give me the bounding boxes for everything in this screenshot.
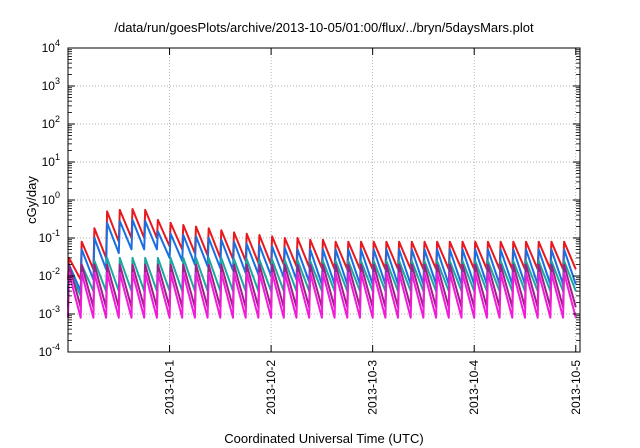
x-tick-label: 2013-10-5 — [569, 360, 583, 415]
y-tick-label: 100 — [42, 190, 60, 207]
y-tick-label: 10-1 — [39, 228, 60, 245]
y-axis-label: cGy/day — [24, 176, 39, 224]
y-tick-label: 101 — [42, 152, 60, 169]
x-tick-label: 2013-10-3 — [366, 360, 380, 415]
y-tick-label: 102 — [42, 114, 60, 131]
y-tick-label: 10-4 — [39, 342, 60, 359]
tick-layer: 10-4 10-3 10-2 10-1 100 101 102 103 104 2013-10-1… — [39, 38, 583, 415]
x-axis-label: Coordinated Universal Time (UTC) — [224, 431, 423, 446]
series-layer — [67, 208, 577, 319]
series-line-4 — [67, 272, 577, 319]
chart-title: /data/run/goesPlots/archive/2013-10-05/0… — [114, 20, 534, 35]
x-tick-label: 2013-10-1 — [163, 360, 177, 415]
x-tick-label: 2013-10-4 — [467, 360, 481, 415]
y-tick-label: 10-2 — [39, 266, 60, 283]
y-tick-label: 103 — [42, 76, 60, 93]
x-tick-label: 2013-10-2 — [264, 360, 278, 415]
y-tick-label: 10-3 — [39, 304, 60, 321]
y-tick-label: 104 — [42, 38, 60, 55]
